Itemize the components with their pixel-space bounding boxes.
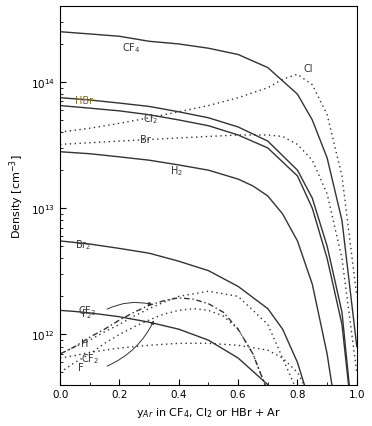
Text: Cl$_2$: Cl$_2$	[143, 112, 158, 125]
Text: CF$_2$: CF$_2$	[81, 351, 99, 365]
Text: H$_2$: H$_2$	[170, 164, 183, 178]
Text: H: H	[81, 339, 88, 348]
Text: Br$_2$: Br$_2$	[75, 238, 91, 251]
Text: CF$_4$: CF$_4$	[122, 41, 141, 55]
Text: CF$_3$: CF$_3$	[78, 304, 96, 317]
Text: F$_2$: F$_2$	[81, 306, 92, 320]
Text: Cl: Cl	[304, 63, 313, 73]
X-axis label: y$_{Ar}$ in CF$_4$, Cl$_2$ or HBr + Ar: y$_{Ar}$ in CF$_4$, Cl$_2$ or HBr + Ar	[136, 405, 281, 419]
Text: F: F	[78, 363, 83, 372]
Text: HBr: HBr	[75, 96, 93, 106]
Y-axis label: Density [cm$^{-3}$]: Density [cm$^{-3}$]	[7, 154, 26, 238]
Text: Br: Br	[140, 135, 151, 144]
